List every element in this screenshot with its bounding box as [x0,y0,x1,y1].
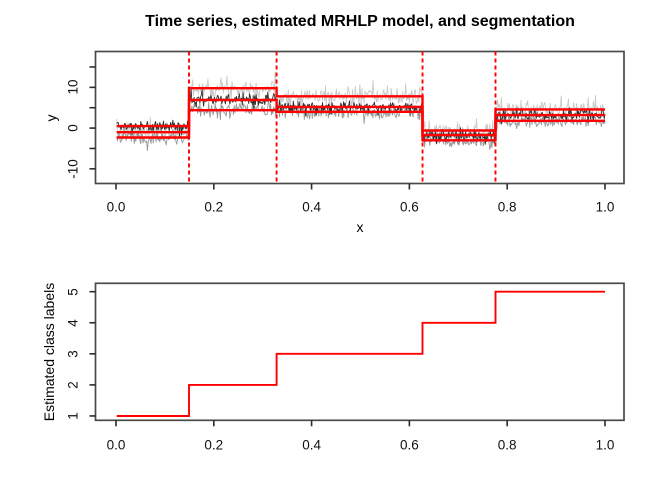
x-tick-label: 0.8 [497,199,517,215]
y-tick-label: 5 [65,287,81,296]
y-tick-label: -10 [65,159,81,179]
plot-box [94,50,625,185]
x-tick-label: 0.6 [399,199,419,215]
x-tick-label: 0.2 [204,199,224,215]
y-axis-title-bottom: Estimated class labels [41,282,57,422]
x-axis-title-top: x [356,219,364,235]
x-tick-label: 0.4 [302,199,321,215]
bottom-plot [89,282,625,427]
y-axis-title-top: y [43,114,59,121]
x-tick-label: 0.2 [204,437,224,452]
y-tick-label: 10 [65,79,81,95]
top-plot [89,50,625,190]
x-tick-label: 1.0 [595,437,615,452]
x-tick-label: 0.6 [399,437,419,452]
y-tick-label: 0 [65,124,81,132]
y-tick-label: 1 [65,412,81,420]
x-tick-label: 1.0 [595,199,615,215]
main-title: Time series, estimated MRHLP model, and … [145,13,575,30]
y-tick-label: 2 [65,381,81,389]
plot-box [94,282,625,422]
x-tick-label: 0.0 [106,437,126,452]
x-tick-label: 0.0 [106,199,126,215]
y-tick-label: 3 [65,350,81,358]
class-step-line [116,290,605,417]
x-tick-label: 0.4 [302,437,321,452]
y-tick-label: 4 [65,318,81,327]
x-tick-label: 0.8 [497,437,517,452]
